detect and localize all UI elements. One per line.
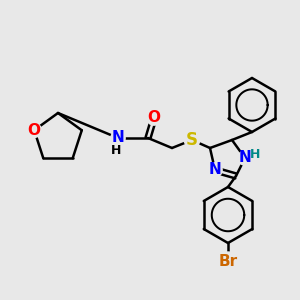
Text: O: O <box>28 123 41 138</box>
Text: N: N <box>238 151 251 166</box>
Circle shape <box>219 252 237 270</box>
Circle shape <box>111 131 125 145</box>
Text: N: N <box>208 163 221 178</box>
Text: O: O <box>148 110 160 125</box>
Text: S: S <box>186 131 198 149</box>
Circle shape <box>238 151 252 165</box>
Text: N: N <box>112 130 124 146</box>
Text: H: H <box>250 148 260 160</box>
Text: H: H <box>111 143 121 157</box>
Circle shape <box>184 132 200 148</box>
Circle shape <box>27 123 41 137</box>
Text: Br: Br <box>218 254 238 268</box>
Circle shape <box>147 111 161 125</box>
Circle shape <box>208 163 222 177</box>
